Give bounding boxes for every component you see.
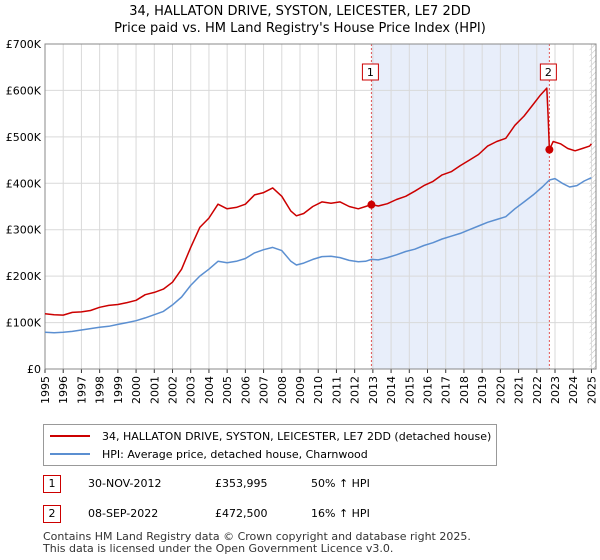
marker-badge-label: 1	[367, 66, 374, 79]
x-tick-label: 2004	[203, 376, 216, 404]
chart-subtitle: Price paid vs. HM Land Registry's House …	[114, 21, 486, 36]
sale-point	[545, 145, 554, 154]
x-tick-label: 2007	[258, 376, 271, 404]
y-tick-label: £200K	[6, 270, 42, 283]
y-tick-label: £600K	[6, 84, 42, 97]
x-tick-label: 2017	[440, 376, 453, 404]
y-tick-label: £700K	[6, 38, 42, 51]
y-tick-label: £300K	[6, 224, 42, 237]
legend-entry-hpi: HPI: Average price, detached house, Char…	[50, 446, 368, 462]
x-tick-label: 2016	[422, 376, 435, 404]
x-tick-label: 2025	[585, 376, 598, 404]
transaction-badge: 2	[43, 505, 61, 523]
x-tick-label: 2001	[148, 376, 161, 404]
x-tick-label: 2005	[221, 376, 234, 404]
transaction-hpi-change: 16% ↑ HPI	[311, 507, 370, 520]
transaction-price: £353,995	[215, 477, 268, 490]
x-tick-label: 2000	[130, 376, 143, 404]
footer: Contains HM Land Registry data © Crown c…	[43, 531, 471, 555]
x-tick-label: 2013	[367, 376, 380, 404]
x-tick-label: 1998	[94, 376, 107, 404]
price-chart: £0 £100K £200K £300K £400K £500K £600K £700K 199…	[6, 38, 599, 404]
x-tick-label: 2023	[549, 376, 562, 404]
series-line-hpi	[44, 177, 592, 334]
legend-entry-property: 34, HALLATON DRIVE, SYSTON, LEICESTER, L…	[50, 428, 491, 444]
y-tick-label: £0	[27, 363, 41, 376]
legend-swatch-property	[50, 435, 90, 437]
forecast-hatch	[589, 44, 596, 369]
x-tick-label: 2012	[349, 376, 362, 404]
legend: 34, HALLATON DRIVE, SYSTON, LEICESTER, L…	[43, 424, 497, 466]
transaction-hpi-change: 50% ↑ HPI	[311, 477, 370, 490]
x-tick-label: 2024	[567, 376, 580, 404]
x-tick-label: 2019	[476, 376, 489, 404]
x-tick-label: 1996	[57, 376, 70, 404]
y-tick-label: £500K	[6, 131, 42, 144]
x-tick-label: 2009	[294, 376, 307, 404]
legend-label-property: 34, HALLATON DRIVE, SYSTON, LEICESTER, L…	[102, 429, 492, 443]
transaction-price: £472,500	[215, 507, 268, 520]
series-line-property	[44, 87, 592, 316]
y-tick-label: £100K	[6, 317, 42, 330]
chart-title: 34, HALLATON DRIVE, SYSTON, LEICESTER, L…	[129, 4, 471, 19]
transaction-date: 08-SEP-2022	[88, 507, 159, 520]
x-tick-label: 1997	[75, 376, 88, 404]
x-tick-label: 2003	[185, 376, 198, 404]
x-tick-label: 2014	[385, 376, 398, 404]
x-tick-label: 2006	[239, 376, 252, 404]
x-tick-label: 1995	[39, 376, 52, 404]
x-tick-label: 2015	[403, 376, 416, 404]
footer-copyright: Contains HM Land Registry data © Crown c…	[43, 530, 471, 543]
x-tick-label: 2018	[458, 376, 471, 404]
x-tick-label: 2020	[494, 376, 507, 404]
x-tick-label: 2011	[330, 376, 343, 404]
x-tick-label: 2021	[513, 376, 526, 404]
transaction-row: 2 08-SEP-2022 £472,500 16% ↑ HPI	[43, 505, 563, 525]
x-tick-label: 2010	[312, 376, 325, 404]
footer-licence: This data is licensed under the Open Gov…	[43, 542, 394, 555]
legend-label-hpi: HPI: Average price, detached house, Char…	[102, 447, 368, 461]
plot-frame	[44, 43, 597, 370]
transaction-badge: 1	[43, 475, 61, 493]
x-tick-label: 2022	[531, 376, 544, 404]
marker-badge	[539, 63, 557, 81]
legend-swatch-hpi	[50, 453, 90, 455]
sale-point	[367, 200, 376, 209]
x-tick-label: 1999	[112, 376, 125, 404]
marker-badge-label: 2	[545, 66, 552, 79]
x-tick-label: 2008	[276, 376, 289, 404]
transaction-row: 1 30-NOV-2012 £353,995 50% ↑ HPI	[43, 475, 563, 495]
marker-badge	[361, 63, 379, 81]
x-tick-label: 2002	[167, 376, 180, 404]
ownership-period-shading	[371, 44, 550, 369]
y-tick-label: £400K	[6, 177, 42, 190]
transaction-date: 30-NOV-2012	[88, 477, 162, 490]
